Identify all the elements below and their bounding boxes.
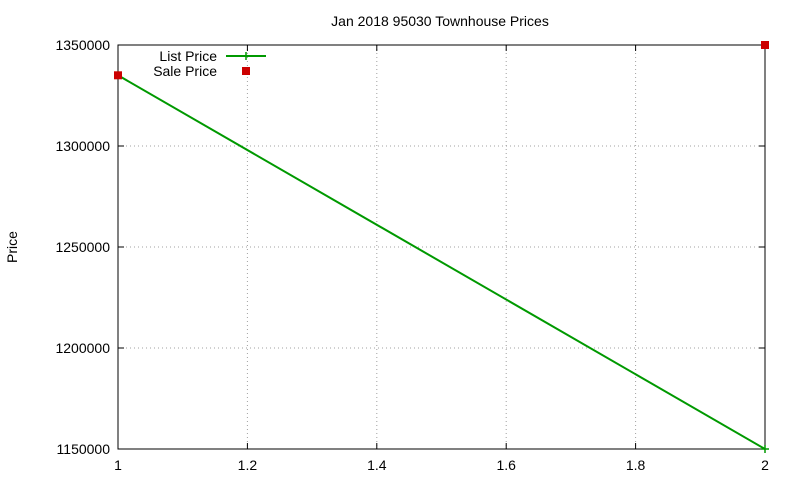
list-price-line xyxy=(117,74,766,450)
list-price-point xyxy=(761,445,769,453)
x-tick-label: 1.4 xyxy=(367,457,387,473)
plot-frame xyxy=(117,44,766,450)
chart-title: Jan 2018 95030 Townhouse Prices xyxy=(331,13,549,29)
axis-ticks: 1 1.2 1.4 1.6 1.8 2 1150000 1200000 1250000 13000… xyxy=(55,37,769,473)
x-tick-label: 1.2 xyxy=(238,457,258,473)
x-tick-label: 1.8 xyxy=(626,457,646,473)
series-marks xyxy=(114,41,769,453)
legend-point-sale-price xyxy=(242,67,250,75)
x-tick-label: 1 xyxy=(114,457,122,473)
y-tick-label: 1250000 xyxy=(55,239,110,255)
legend: List Price Sale Price xyxy=(153,48,266,79)
x-tick-label: 1.6 xyxy=(496,457,516,473)
sale-price-point xyxy=(761,41,769,49)
x-tick-label: 2 xyxy=(761,457,769,473)
legend-label-list-price: List Price xyxy=(159,48,217,64)
sale-price-point xyxy=(114,71,122,80)
y-tick-label: 1150000 xyxy=(57,441,111,457)
y-tick-label: 1200000 xyxy=(55,340,110,356)
y-tick-label: 1350000 xyxy=(55,37,110,53)
legend-label-sale-price: Sale Price xyxy=(153,63,217,79)
y-axis-label: Price xyxy=(4,231,20,263)
legend-point-list-price xyxy=(242,52,250,60)
grid-lines xyxy=(118,45,765,449)
y-tick-label: 1300000 xyxy=(55,138,110,154)
